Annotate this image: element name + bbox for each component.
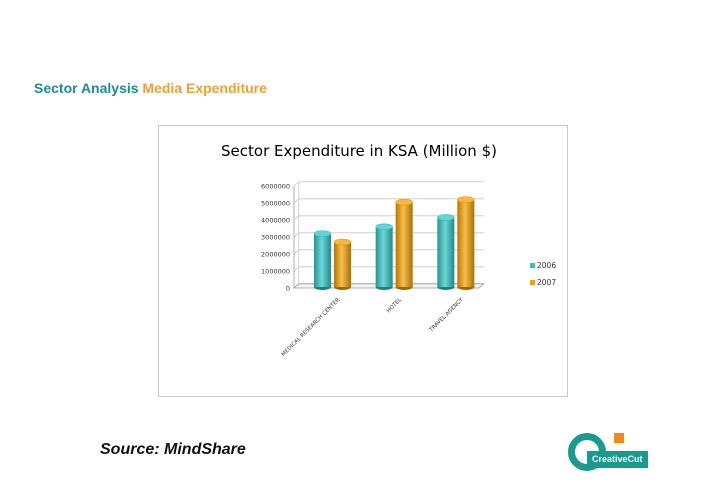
chart-title: Sector Expenditure in KSA (Million $) — [221, 142, 497, 160]
logo-text: CreativeCut — [587, 451, 648, 468]
y-tick-label: 4000000 — [261, 217, 290, 225]
bar-top — [395, 198, 413, 206]
chart-svg: Sector Expenditure in KSA (Million $) 0 10… — [221, 142, 556, 358]
gridline — [293, 181, 484, 187]
y-tick-label: 3000000 — [261, 234, 290, 242]
bar-top — [457, 196, 475, 203]
bar — [314, 233, 331, 287]
y-tick-label: 5000000 — [261, 200, 290, 208]
gridline — [293, 215, 484, 221]
x-tick-label: TRAVEL AGENCY — [428, 297, 465, 334]
y-tick-label: 6000000 — [261, 183, 290, 191]
bar-top — [437, 214, 455, 221]
slide-title-part2: Media Expenditure — [142, 80, 267, 96]
slide-title: Sector Analysis Media Expenditure — [34, 80, 267, 96]
y-tick-label: 1000000 — [261, 268, 290, 276]
legend-swatch — [530, 280, 535, 285]
creativecut-logo: CreativeCut — [566, 431, 666, 481]
slide-title-part1: Sector Analysis — [34, 80, 139, 96]
bar — [334, 242, 351, 287]
gridline — [293, 198, 484, 204]
source-caption: Source: MindShare — [100, 441, 246, 458]
chart-frame: Sector Expenditure in KSA (Million $) 0 10… — [158, 125, 568, 397]
bar — [457, 199, 475, 287]
bar — [437, 217, 455, 287]
logo-square-icon — [614, 433, 624, 443]
bar-top — [313, 230, 332, 237]
x-tick-label: HOTEL — [386, 297, 404, 315]
bar — [375, 226, 393, 287]
bar-top — [375, 223, 393, 231]
bar-top — [333, 238, 352, 246]
legend-label: 2006 — [537, 261, 556, 270]
bar — [395, 202, 413, 287]
legend-label: 2007 — [537, 278, 556, 287]
y-tick-label: 2000000 — [261, 251, 290, 259]
y-tick-label: 0 — [286, 285, 290, 293]
x-tick-label: MEDICAL RESEARCH CENTER — [281, 297, 342, 358]
legend-swatch — [530, 263, 535, 268]
